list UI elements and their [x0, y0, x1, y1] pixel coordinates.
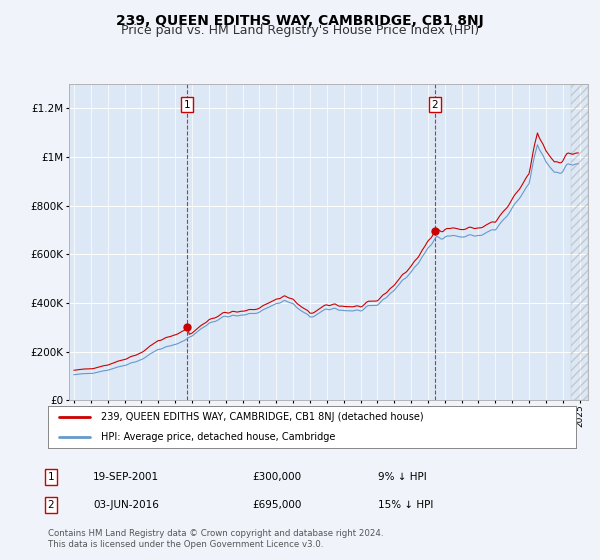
Text: 2: 2 — [431, 100, 439, 110]
Text: 1: 1 — [184, 100, 191, 110]
Text: 2: 2 — [47, 500, 55, 510]
Text: HPI: Average price, detached house, Cambridge: HPI: Average price, detached house, Camb… — [101, 432, 335, 442]
Text: 03-JUN-2016: 03-JUN-2016 — [93, 500, 159, 510]
Text: 239, QUEEN EDITHS WAY, CAMBRIDGE, CB1 8NJ: 239, QUEEN EDITHS WAY, CAMBRIDGE, CB1 8N… — [116, 14, 484, 28]
Text: £300,000: £300,000 — [252, 472, 301, 482]
Text: 1: 1 — [47, 472, 55, 482]
Text: £695,000: £695,000 — [252, 500, 301, 510]
Text: 239, QUEEN EDITHS WAY, CAMBRIDGE, CB1 8NJ (detached house): 239, QUEEN EDITHS WAY, CAMBRIDGE, CB1 8N… — [101, 412, 424, 422]
Text: 19-SEP-2001: 19-SEP-2001 — [93, 472, 159, 482]
Text: 9% ↓ HPI: 9% ↓ HPI — [378, 472, 427, 482]
Text: Price paid vs. HM Land Registry's House Price Index (HPI): Price paid vs. HM Land Registry's House … — [121, 24, 479, 37]
Text: 15% ↓ HPI: 15% ↓ HPI — [378, 500, 433, 510]
Text: Contains HM Land Registry data © Crown copyright and database right 2024.
This d: Contains HM Land Registry data © Crown c… — [48, 529, 383, 549]
